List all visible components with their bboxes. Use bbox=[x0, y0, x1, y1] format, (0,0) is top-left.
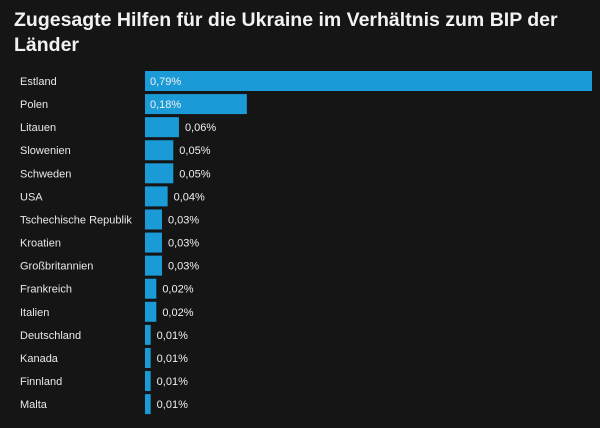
category-label: Litauen bbox=[20, 122, 56, 134]
bar bbox=[145, 278, 157, 299]
data-label: 0,02% bbox=[162, 307, 193, 319]
data-label: 0,18% bbox=[150, 99, 181, 111]
data-label: 0,06% bbox=[185, 122, 216, 134]
data-label: 0,04% bbox=[174, 191, 205, 203]
category-label: USA bbox=[20, 191, 43, 203]
bar bbox=[145, 394, 151, 415]
data-label: 0,02% bbox=[162, 284, 193, 296]
bar bbox=[145, 301, 157, 322]
data-label: 0,79% bbox=[150, 76, 181, 88]
data-label: 0,05% bbox=[179, 145, 210, 157]
category-label: Deutschland bbox=[20, 330, 81, 342]
data-label: 0,05% bbox=[179, 168, 210, 180]
category-label: Estland bbox=[20, 76, 57, 88]
bar bbox=[145, 94, 247, 115]
category-label: Slowenien bbox=[20, 145, 71, 157]
bar bbox=[145, 255, 162, 276]
bar bbox=[145, 324, 151, 345]
category-label: Italien bbox=[20, 307, 49, 319]
bar bbox=[145, 232, 162, 253]
category-label: Schweden bbox=[20, 168, 71, 180]
bar bbox=[145, 117, 179, 138]
category-label: Kanada bbox=[20, 353, 59, 365]
data-label: 0,01% bbox=[157, 330, 188, 342]
data-label: 0,01% bbox=[157, 376, 188, 388]
bar bbox=[145, 163, 174, 184]
category-label: Tschechische Republik bbox=[20, 214, 132, 226]
chart-title: Zugesagte Hilfen für die Ukraine im Verh… bbox=[14, 9, 558, 56]
data-label: 0,01% bbox=[157, 353, 188, 365]
data-label: 0,03% bbox=[168, 214, 199, 226]
data-label: 0,03% bbox=[168, 238, 199, 250]
bar bbox=[145, 71, 592, 91]
bar bbox=[145, 371, 151, 392]
bar bbox=[145, 347, 151, 368]
category-label: Malta bbox=[20, 399, 48, 411]
bar bbox=[145, 209, 162, 230]
category-label: Finnland bbox=[20, 376, 62, 388]
category-label: Polen bbox=[20, 99, 48, 111]
data-label: 0,01% bbox=[157, 399, 188, 411]
bar bbox=[145, 186, 168, 207]
category-label: Kroatien bbox=[20, 238, 61, 250]
data-label: 0,03% bbox=[168, 261, 199, 273]
bar bbox=[145, 140, 174, 161]
category-label: Großbritannien bbox=[20, 261, 93, 273]
category-label: Frankreich bbox=[20, 284, 72, 296]
